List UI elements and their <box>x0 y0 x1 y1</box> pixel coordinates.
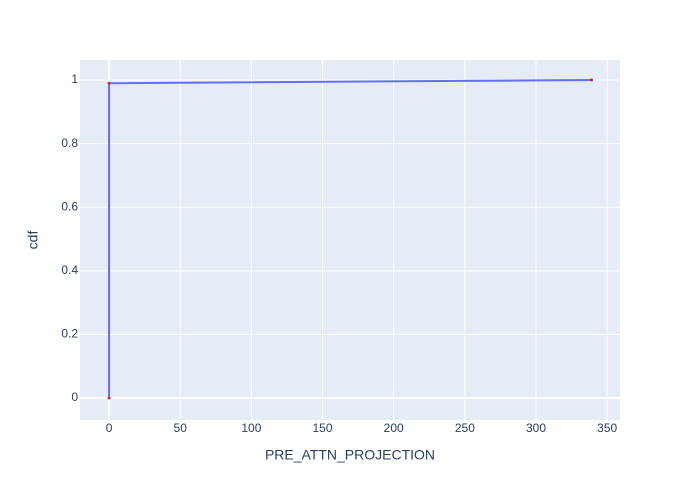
y-tick-label: 0.8 <box>61 136 78 150</box>
x-tick-label: 300 <box>526 421 546 435</box>
marks <box>107 78 594 400</box>
y-tick-label: 0.2 <box>61 327 78 341</box>
y-axis-title: cdf <box>25 231 41 250</box>
point-marker <box>107 81 111 85</box>
x-tick-label: 150 <box>313 421 333 435</box>
y-tick-label: 0.4 <box>61 263 78 277</box>
y-tick-label: 0 <box>71 390 78 404</box>
point-marker <box>107 396 111 400</box>
x-tick-label: 100 <box>241 421 261 435</box>
plot-background <box>80 60 620 420</box>
x-tick-label: 350 <box>597 421 617 435</box>
x-tick-label: 50 <box>174 421 188 435</box>
y-tick-label: 0.6 <box>61 199 78 213</box>
x-axis-title: PRE_ATTN_PROJECTION <box>265 447 435 463</box>
x-tick-label: 200 <box>384 421 404 435</box>
x-tick-label: 250 <box>455 421 475 435</box>
x-tick-label: 0 <box>106 421 113 435</box>
y-tick-label: 1 <box>71 72 78 86</box>
point-marker <box>590 78 594 82</box>
